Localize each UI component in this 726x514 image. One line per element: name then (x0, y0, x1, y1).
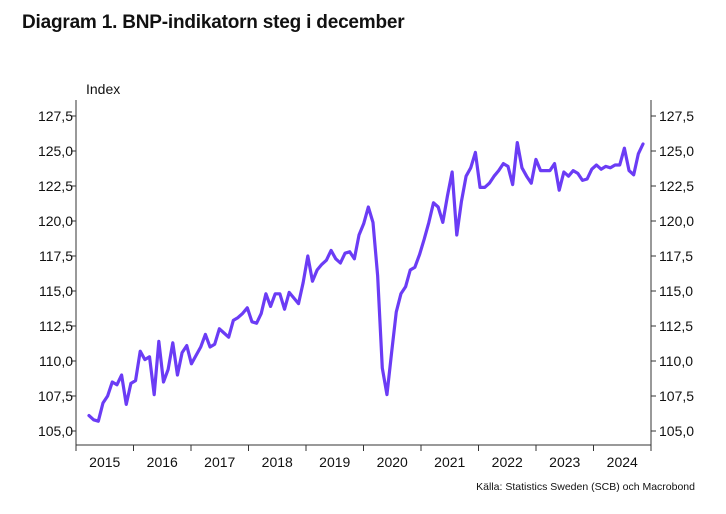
x-tick-label: 2016 (147, 454, 178, 470)
y-tick-label-right: 112,5 (659, 318, 693, 334)
y-tick-label-right: 110,0 (659, 353, 693, 369)
y-tick-label-right: 122,5 (659, 178, 694, 194)
y-tick-label-right: 107,5 (659, 388, 694, 404)
y-tick-label-left: 125,0 (38, 143, 73, 159)
chart-title: Diagram 1. BNP-indikatorn steg i decembe… (22, 12, 405, 33)
y-tick-label-right: 105,0 (659, 423, 694, 439)
y-tick-label-left: 112,5 (39, 318, 73, 334)
x-tick-label: 2023 (549, 454, 580, 470)
y-tick-label-left: 120,0 (38, 213, 73, 229)
y-tick-label-left: 127,5 (38, 108, 73, 124)
x-tick-label: 2018 (262, 454, 293, 470)
y-tick-label-left: 110,0 (39, 353, 73, 369)
series-group (87, 141, 645, 423)
y-tick-label-left: 105,0 (38, 423, 73, 439)
y-axis-unit-label: Index (86, 81, 121, 97)
x-tick-label: 2015 (89, 454, 120, 470)
x-tick-label: 2017 (204, 454, 235, 470)
chart-axes (75, 100, 652, 446)
y-tick-label-right: 117,5 (659, 248, 693, 264)
y-tick-label-right: 125,0 (659, 143, 694, 159)
series-line-gdp-indicator (87, 141, 645, 423)
x-tick-label: 2021 (434, 454, 465, 470)
x-ticks: 2015 2016 2017 2018 2019 2020 2021 2022 2023 2024 (75, 445, 652, 470)
y-tick-label-left: 115,0 (39, 283, 73, 299)
y-tick-label-left: 122,5 (38, 178, 73, 194)
x-tick-label: 2022 (492, 454, 523, 470)
y-tick-label-left: 117,5 (39, 248, 73, 264)
y-ticks-right: 127,5 125,0 122,5 120,0 117,5 115,0 112,5 110,0… (651, 108, 694, 439)
x-tick-label: 2020 (377, 454, 408, 470)
y-tick-label-left: 107,5 (38, 388, 73, 404)
source-note: Källa: Statistics Sweden (SCB) och Macro… (476, 481, 695, 493)
y-tick-label-right: 120,0 (659, 213, 694, 229)
x-tick-label: 2019 (319, 454, 350, 470)
y-tick-label-right: 115,0 (659, 283, 693, 299)
y-tick-label-right: 127,5 (659, 108, 694, 124)
x-tick-label: 2024 (607, 454, 638, 470)
y-ticks-left: 127,5 125,0 122,5 120,0 117,5 115,0 112,5 110,0… (38, 108, 76, 439)
